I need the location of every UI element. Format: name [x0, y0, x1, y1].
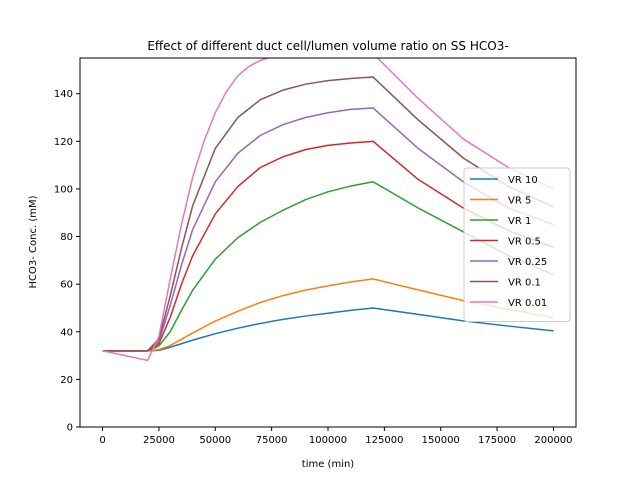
x-tick-label: 0: [99, 435, 105, 446]
x-tick-label: 25000: [143, 435, 175, 446]
legend-label: VR 0.25: [508, 257, 547, 268]
y-tick-label: 100: [54, 184, 73, 195]
legend-label: VR 10: [508, 175, 538, 186]
legend-label: VR 1: [508, 216, 531, 227]
y-tick-label: 120: [54, 137, 73, 148]
x-tick-label: 200000: [534, 435, 572, 446]
chart-title: Effect of different duct cell/lumen volu…: [147, 39, 508, 53]
x-axis-label: time (min): [302, 459, 355, 470]
legend-label: VR 0.5: [508, 237, 541, 248]
series-line-5: [102, 107, 554, 352]
y-tick-label: 0: [67, 423, 73, 434]
y-tick-label: 140: [54, 89, 73, 100]
y-axis-label: HCO3- Conc. (mM): [28, 195, 39, 288]
x-axis: 0 25000 50000 75000 100000 125000 150000 175000…: [99, 427, 573, 446]
y-tick-label: 20: [60, 375, 73, 386]
x-tick-label: 100000: [309, 435, 347, 446]
x-tick-label: 125000: [365, 435, 403, 446]
y-tick-label: 40: [60, 327, 73, 338]
series-line-4: [102, 140, 554, 352]
legend-label: VR 0.1: [508, 278, 541, 289]
series-line-2: [102, 278, 554, 352]
legend-box: [463, 167, 571, 322]
series-line-1: [102, 307, 554, 352]
y-tick-label: 60: [60, 280, 73, 291]
x-tick-label: 150000: [422, 435, 460, 446]
y-axis: 0 20 40 60 80 100 120 140: [54, 89, 80, 434]
series-layer: [102, 58, 554, 362]
x-tick-label: 175000: [478, 435, 516, 446]
series-line-6: [102, 76, 554, 352]
legend: VR 10 VR 5 VR 1 VR 0.5 VR 0.25 VR 0.1 VR 0.01: [463, 167, 571, 322]
x-tick-label: 75000: [256, 435, 288, 446]
series-line-3: [102, 181, 554, 352]
legend-label: VR 5: [508, 196, 531, 207]
legend-label: VR 0.01: [508, 298, 547, 309]
x-tick-label: 50000: [199, 435, 231, 446]
y-tick-label: 80: [60, 232, 73, 243]
series-line-7: [102, 58, 554, 362]
